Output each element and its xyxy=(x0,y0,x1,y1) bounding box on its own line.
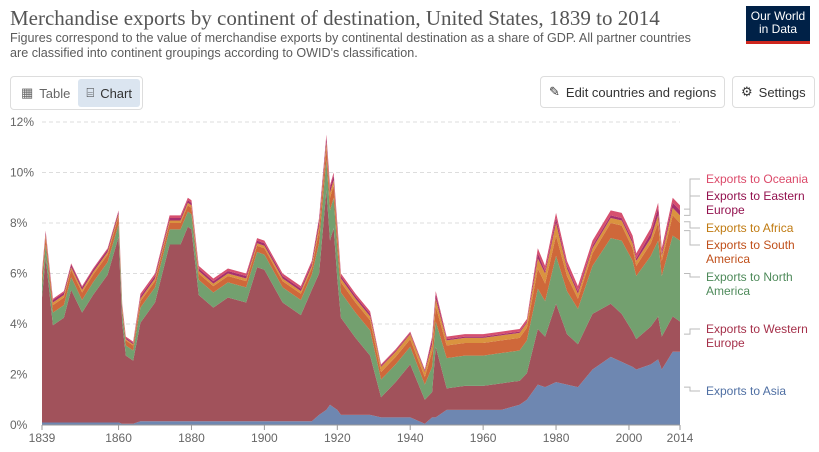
area-exports-to-asia xyxy=(42,351,680,425)
legend-exports-to-south-america[interactable]: Exports to South America xyxy=(706,238,795,266)
chart-title: Merchandise exports by continent of dest… xyxy=(10,6,660,30)
area-exports-to-north-america xyxy=(42,159,680,400)
edit-countries-button[interactable]: ✎ Edit countries and regions xyxy=(540,76,726,108)
y-tick-label: 10% xyxy=(10,166,34,180)
x-tick-label: 2014 xyxy=(667,431,694,445)
legend-connector xyxy=(684,273,700,278)
legend-exports-to-asia[interactable]: Exports to Asia xyxy=(706,384,787,398)
legend-connector xyxy=(684,328,700,335)
table-icon: ▦ xyxy=(21,85,34,100)
pencil-icon: ✎ xyxy=(549,84,560,99)
view-toggle: ▦ Table ⌸ Chart xyxy=(10,76,143,110)
x-tick-label: 1940 xyxy=(397,431,424,445)
x-tick-label: 1920 xyxy=(324,431,351,445)
chart-subtitle: Figures correspond to the value of merch… xyxy=(10,31,691,60)
legend-exports-to-eastern-europe[interactable]: Exports to Eastern Europe xyxy=(706,189,805,217)
x-tick-label: 1880 xyxy=(178,431,205,445)
legend-connector xyxy=(684,386,700,392)
gear-icon: ⚙ xyxy=(741,84,753,99)
area-exports-to-south-america xyxy=(42,147,680,385)
y-tick-label: 6% xyxy=(10,267,28,281)
x-tick-label: 1960 xyxy=(470,431,497,445)
settings-button[interactable]: ⚙ Settings xyxy=(732,76,815,108)
area-exports-to-western-europe xyxy=(42,190,680,424)
x-tick-label: 1980 xyxy=(543,431,570,445)
tab-chart-label: Chart xyxy=(100,85,132,101)
logo-line-1: Our World xyxy=(750,9,806,23)
logo-line-2: in Data xyxy=(758,22,798,36)
tab-table-label: Table xyxy=(39,85,71,101)
tab-chart[interactable]: ⌸ Chart xyxy=(78,79,140,107)
y-tick-label: 4% xyxy=(10,317,28,331)
legend-connector xyxy=(684,230,700,246)
edit-countries-label: Edit countries and regions xyxy=(565,84,717,100)
y-tick-label: 0% xyxy=(10,418,28,432)
x-tick-label: 1860 xyxy=(105,431,132,445)
legend-exports-to-oceania[interactable]: Exports to Oceania xyxy=(706,172,809,186)
owid-logo[interactable]: Our World in Data xyxy=(746,6,810,44)
y-tick-label: 8% xyxy=(10,216,28,230)
x-tick-label: 2000 xyxy=(616,431,643,445)
tab-table[interactable]: ▦ Table xyxy=(13,79,78,107)
y-tick-label: 12% xyxy=(10,115,34,129)
legend-exports-to-africa[interactable]: Exports to Africa xyxy=(706,221,794,235)
settings-label: Settings xyxy=(758,84,806,100)
x-tick-label: 1900 xyxy=(251,431,278,445)
chart-icon: ⌸ xyxy=(86,85,95,100)
y-tick-label: 2% xyxy=(10,368,28,382)
legend-connector xyxy=(684,178,700,210)
legend-exports-to-north-america[interactable]: Exports to North America xyxy=(706,270,793,298)
legend-exports-to-western-europe[interactable]: Exports to Western Europe xyxy=(706,322,808,350)
legend-connector xyxy=(684,195,700,216)
x-tick-label: 1839 xyxy=(29,431,56,445)
legend-connector xyxy=(684,221,700,229)
